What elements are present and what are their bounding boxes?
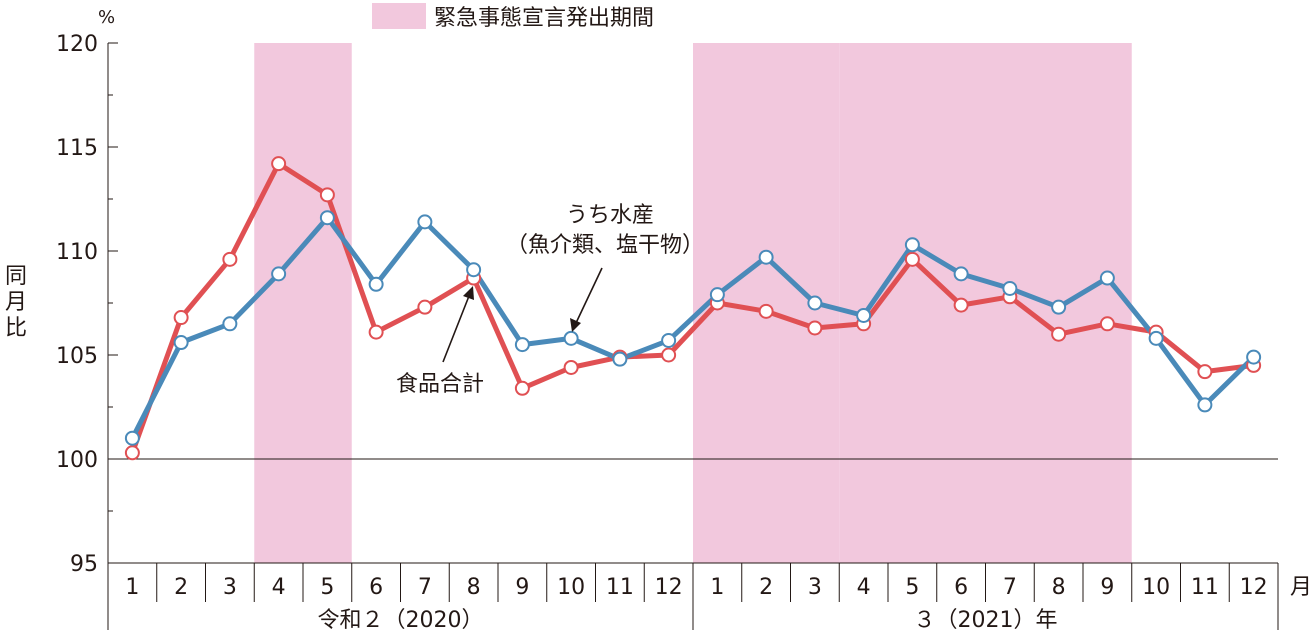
- data-point-1: [661, 332, 677, 348]
- annotation-seafood-line1: うち水産: [566, 203, 654, 228]
- data-point-1: [563, 330, 579, 346]
- x-tick-label: 7: [1003, 575, 1017, 600]
- x-tick-label: 4: [857, 575, 871, 600]
- x-tick-label: 7: [418, 575, 432, 600]
- year-group-label: ３（2021）年: [914, 608, 1058, 633]
- x-tick-label: 3: [808, 575, 822, 600]
- data-point-0: [271, 156, 287, 172]
- data-point-0: [904, 251, 920, 267]
- data-point-0: [807, 320, 823, 336]
- x-tick-label: 2: [759, 575, 773, 600]
- x-tick-label: 12: [655, 575, 683, 600]
- series: [130, 161, 1256, 454]
- x-tick-label: 11: [606, 575, 634, 600]
- data-point-1: [807, 295, 823, 311]
- annotation-food-total-label: 食品合計: [396, 372, 484, 397]
- data-point-1: [856, 307, 872, 323]
- data-point-1: [368, 276, 384, 292]
- y-axis-title-char: 月: [5, 290, 27, 315]
- data-point-0: [319, 187, 335, 203]
- x-tick-label: 8: [467, 575, 481, 600]
- data-point-0: [1197, 364, 1213, 380]
- x-tick-label: 5: [905, 575, 919, 600]
- x-tick-label: 9: [515, 575, 529, 600]
- annotation-food-total-arrowhead: [463, 286, 474, 300]
- shaded-period: [254, 43, 352, 563]
- data-point-0: [222, 251, 238, 267]
- y-unit-label: %: [98, 7, 115, 28]
- x-tick-label: 1: [710, 575, 724, 600]
- y-tick-label: 120: [56, 32, 98, 57]
- x-tick-label: 10: [1142, 575, 1170, 600]
- data-point-1: [173, 335, 189, 351]
- x-tick-label: 3: [223, 575, 237, 600]
- x-tick-label: 6: [954, 575, 968, 600]
- data-point-1: [709, 287, 725, 303]
- data-point-1: [222, 316, 238, 332]
- data-point-0: [661, 347, 677, 363]
- data-point-0: [173, 310, 189, 326]
- data-point-1: [758, 249, 774, 265]
- x-unit-label: 月: [1290, 575, 1312, 600]
- data-point-0: [758, 303, 774, 319]
- y-tick-label: 115: [56, 136, 98, 161]
- y-axis-title-char: 比: [5, 316, 27, 341]
- y-tick-label: 95: [70, 552, 98, 577]
- x-tick-label: 9: [1100, 575, 1114, 600]
- y-axis-title-char: 同: [5, 264, 27, 289]
- data-point-0: [417, 299, 433, 315]
- data-point-1: [1148, 330, 1164, 346]
- data-point-1: [904, 237, 920, 253]
- annotation-food-total: 食品合計: [396, 286, 484, 397]
- x-tick-label: 11: [1191, 575, 1219, 600]
- data-point-1: [417, 214, 433, 230]
- data-point-1: [1246, 349, 1262, 365]
- y-axis-title: 同月比: [5, 264, 27, 341]
- data-point-0: [368, 324, 384, 340]
- x-tick-label: 1: [125, 575, 139, 600]
- data-point-0: [1099, 316, 1115, 332]
- data-point-1: [1099, 270, 1115, 286]
- data-point-1: [953, 266, 969, 282]
- y-tick-label: 100: [56, 448, 98, 473]
- data-point-1: [514, 337, 530, 353]
- annotation-food-total-arrow: [442, 295, 470, 363]
- data-point-1: [1197, 397, 1213, 413]
- annotation-seafood-arrowhead: [570, 318, 581, 332]
- data-point-0: [514, 380, 530, 396]
- y-tick-label: 105: [56, 344, 98, 369]
- data-point-1: [124, 430, 140, 446]
- legend-label: 緊急事態宣言発出期間: [434, 6, 654, 31]
- data-point-1: [466, 262, 482, 278]
- data-point-1: [612, 351, 628, 367]
- annotation-seafood-line2: （魚介類、塩干物）: [506, 233, 704, 258]
- annotation-seafood: うち水産 （魚介類、塩干物）: [506, 203, 704, 332]
- series-line-1: [130, 215, 1256, 440]
- series-line-0: [130, 161, 1254, 454]
- x-tick-label: 5: [320, 575, 334, 600]
- x-tick-label: 6: [369, 575, 383, 600]
- x-tick-label: 8: [1052, 575, 1066, 600]
- annotation-seafood-arrow: [575, 267, 603, 324]
- data-point-1: [319, 210, 335, 226]
- x-tick-label: 12: [1240, 575, 1268, 600]
- x-tick-label: 2: [174, 575, 188, 600]
- shaded-periods: [254, 43, 1132, 563]
- data-point-1: [1051, 299, 1067, 315]
- data-point-1: [1002, 280, 1018, 296]
- data-point-0: [953, 297, 969, 313]
- x-tick-label: 10: [557, 575, 585, 600]
- data-point-0: [1051, 326, 1067, 342]
- x-tick-label: 4: [272, 575, 286, 600]
- data-point-0: [563, 359, 579, 375]
- year-group-label: 令和２（2020）: [318, 608, 484, 633]
- legend-swatch: [372, 3, 426, 29]
- y-tick-label: 110: [56, 240, 98, 265]
- data-point-1: [271, 266, 287, 282]
- data-point-0: [124, 445, 140, 461]
- markers: [124, 156, 1262, 461]
